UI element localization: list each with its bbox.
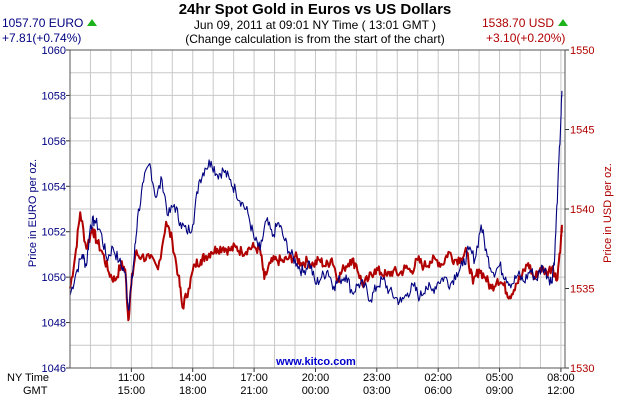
ny-time-tick-label: 17:00 (240, 372, 268, 384)
plot-frame (69, 49, 566, 369)
gmt-tick-label: 21:00 (240, 385, 268, 397)
usd-price-value: 1538.70 USD (482, 16, 555, 30)
usd-tick-label: 1540 (570, 204, 594, 216)
ny-time-tick-label: 11:00 (118, 372, 145, 384)
change-calculation-note: (Change calculation is from the start of… (185, 32, 445, 46)
eur-axis-ticks: 1046 1048 1050 1052 1054 1056 1058 1060 (42, 45, 70, 375)
eur-tick-label: 1054 (42, 181, 66, 193)
eur-tick-label: 1056 (42, 136, 66, 148)
usd-axis-label: Price in USD per oz. (602, 163, 614, 263)
usd-tick-label: 1535 (570, 284, 594, 296)
usd-price-readout: 1538.70 USD (482, 16, 569, 30)
ny-time-tick-label: 02:00 (424, 372, 452, 384)
gmt-tick-label: 03:00 (363, 385, 391, 397)
ny-time-label: NY Time (7, 372, 49, 384)
ny-time-tick-label: 05:00 (486, 372, 514, 384)
usd-axis-ticks: 1530 1535 1540 1545 1550 (565, 45, 594, 375)
ny-time-tick-label: 14:00 (179, 372, 207, 384)
eur-price-value: 1057.70 EURO (2, 16, 84, 30)
gmt-tick-label: 09:00 (486, 385, 514, 397)
ny-time-tick-label: 08:00 (547, 372, 575, 384)
usd-price-series (69, 211, 563, 322)
eur-tick-label: 1046 (42, 363, 66, 375)
up-arrow-icon (87, 19, 98, 26)
eur-price-readout: 1057.70 EURO (2, 16, 98, 30)
eur-tick-label: 1060 (42, 45, 66, 57)
usd-change-readout: +3.10(+0.20%) (486, 31, 566, 45)
ny-time-tick-label: 20:00 (302, 372, 330, 384)
eur-tick-label: 1058 (42, 90, 66, 102)
gmt-label: GMT (23, 385, 48, 397)
eur-price-series (69, 90, 563, 311)
chart-datetime: Jun 09, 2011 at 09:01 NY Time ( 13:01 GM… (193, 18, 437, 32)
eur-axis-label: Price in EURO per oz. (27, 159, 39, 267)
website-label: www.kitco.com (275, 356, 356, 368)
chart-grid (69, 49, 565, 369)
gmt-tick-label: 18:00 (179, 385, 207, 397)
gmt-tick-label: 15:00 (118, 385, 146, 397)
usd-tick-label: 1530 (570, 363, 594, 375)
gmt-tick-label: 12:00 (547, 385, 575, 397)
usd-tick-label: 1545 (570, 125, 594, 137)
gmt-tick-label: 06:00 (424, 385, 452, 397)
up-arrow-icon (558, 19, 569, 26)
usd-tick-label: 1550 (570, 45, 594, 57)
ny-time-tick-label: 23:00 (363, 372, 391, 384)
gmt-tick-label: 00:00 (302, 385, 330, 397)
eur-tick-label: 1048 (42, 318, 66, 330)
eur-change-readout: +7.81(+0.74%) (2, 31, 82, 45)
eur-tick-label: 1050 (42, 272, 66, 284)
chart-title: 24hr Spot Gold in Euros vs US Dollars (178, 1, 452, 18)
eur-tick-label: 1052 (42, 227, 66, 239)
